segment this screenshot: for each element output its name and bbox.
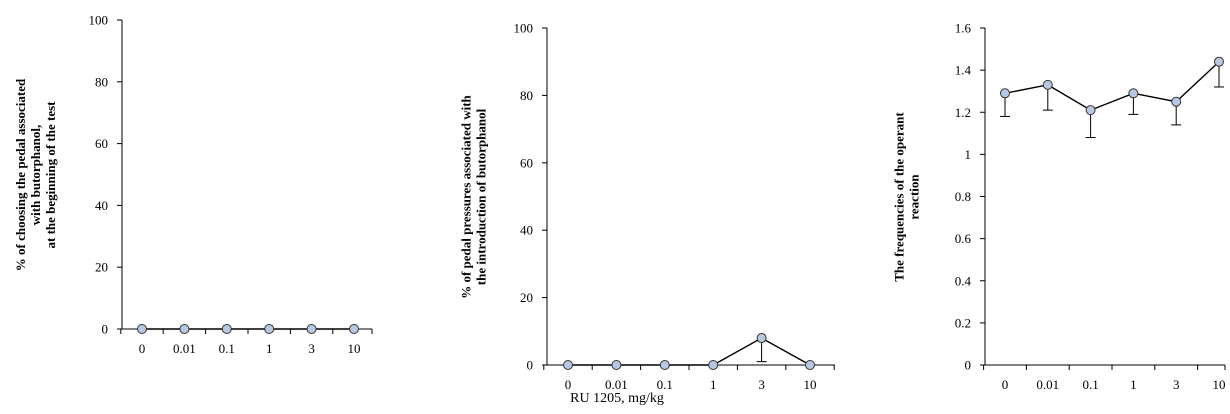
x-tick-label: 0.01 bbox=[173, 341, 196, 356]
x-tick-label: 0.1 bbox=[657, 377, 673, 392]
data-point bbox=[1000, 88, 1010, 99]
y-tick-label: 0 bbox=[102, 322, 109, 337]
data-point bbox=[563, 360, 573, 370]
y-tick-label: 0 bbox=[527, 358, 534, 373]
y-axis-label-line: The frequencies of the operant bbox=[892, 112, 907, 282]
data-point bbox=[137, 324, 147, 334]
x-tick-label: 0.1 bbox=[1082, 377, 1098, 392]
y-tick-label: 40 bbox=[520, 223, 533, 238]
data-point bbox=[1042, 79, 1053, 90]
data-point bbox=[179, 324, 190, 334]
y-axis-label: % of choosing the pedal associatedwith b… bbox=[13, 78, 58, 271]
chart-panel-2: 0 20 40 60 80 100 0 0.01 0.1 1 3 10 % of pedal press… bbox=[459, 21, 835, 392]
data-point bbox=[264, 324, 275, 334]
x-tick-label: 0.01 bbox=[605, 377, 628, 392]
x-tick-label: 3 bbox=[308, 341, 315, 356]
data-point bbox=[659, 360, 670, 370]
chart-panel-1: 0 20 40 60 80 100 0 0.01 0.1 1 3 10 % of choosing th… bbox=[13, 13, 373, 356]
y-tick-label: 80 bbox=[520, 88, 533, 103]
x-tick-label: 0 bbox=[565, 377, 572, 392]
y-tick-label: 60 bbox=[95, 136, 108, 151]
x-tick-label: 0 bbox=[139, 341, 146, 356]
y-axis-label-line: reaction bbox=[907, 174, 922, 220]
x-tick-label: 0.01 bbox=[1036, 377, 1059, 392]
data-point bbox=[805, 360, 815, 370]
y-tick-label: 20 bbox=[520, 290, 533, 305]
x-tick-label: 1 bbox=[1130, 377, 1137, 392]
data-point bbox=[1214, 56, 1224, 67]
data-point bbox=[221, 324, 232, 334]
y-tick-label: 1.4 bbox=[955, 63, 972, 78]
x-tick-label: 3 bbox=[758, 377, 765, 392]
data-point bbox=[1128, 88, 1139, 99]
y-axis-label-line: at the beginning of the test bbox=[43, 101, 58, 249]
chart-panel-3: 0 0.2 0.4 0.6 0.8 1 1.2 1.4 1.6 0 0.01 0.1 1 3 10 The f… bbox=[892, 21, 1226, 392]
y-axis-label-line: the introduction of butorphanol bbox=[474, 108, 489, 285]
y-tick-label: 0.6 bbox=[955, 231, 972, 246]
y-tick-label: 60 bbox=[520, 155, 533, 170]
data-point bbox=[1171, 96, 1182, 107]
y-tick-label: 80 bbox=[95, 74, 108, 89]
y-axis-label-line: % of pedal pressures associated with bbox=[459, 94, 474, 298]
y-tick-label: 0.4 bbox=[955, 273, 972, 288]
y-axis-label: The frequencies of the operantreaction bbox=[892, 112, 922, 282]
data-point bbox=[306, 324, 317, 334]
x-tick-label: 1 bbox=[266, 341, 273, 356]
x-tick-label: 10 bbox=[1213, 377, 1226, 392]
y-tick-label: 1.2 bbox=[955, 105, 971, 120]
y-axis-label-line: with butorphanol, bbox=[28, 125, 43, 225]
x-tick-label: 0.1 bbox=[219, 341, 235, 356]
x-tick-label: 3 bbox=[1173, 377, 1180, 392]
x-tick-label: 10 bbox=[348, 341, 361, 356]
x-tick-label: 1 bbox=[710, 377, 717, 392]
y-tick-label: 0 bbox=[965, 358, 972, 373]
x-tick-label: 0 bbox=[1002, 377, 1009, 392]
y-axis-label-line: % of choosing the pedal associated bbox=[13, 78, 28, 271]
y-tick-label: 100 bbox=[514, 21, 534, 36]
x-tick-label: 10 bbox=[804, 377, 817, 392]
y-axis-label: % of pedal pressures associated withthe … bbox=[459, 94, 489, 298]
data-point bbox=[708, 360, 719, 370]
y-tick-label: 40 bbox=[95, 198, 108, 213]
y-tick-label: 0.8 bbox=[955, 189, 971, 204]
data-point bbox=[349, 324, 359, 334]
y-tick-label: 20 bbox=[95, 260, 108, 275]
y-tick-label: 1.6 bbox=[955, 21, 972, 36]
series-line bbox=[568, 337, 811, 366]
y-tick-label: 0.2 bbox=[955, 315, 971, 330]
shared-x-axis-label: RU 1205, mg/kg bbox=[570, 391, 664, 406]
data-point bbox=[611, 360, 622, 370]
data-point bbox=[1085, 105, 1096, 116]
y-tick-label: 1 bbox=[965, 147, 972, 162]
y-tick-label: 100 bbox=[89, 13, 109, 28]
series-line bbox=[1004, 61, 1220, 111]
data-point bbox=[756, 333, 767, 344]
